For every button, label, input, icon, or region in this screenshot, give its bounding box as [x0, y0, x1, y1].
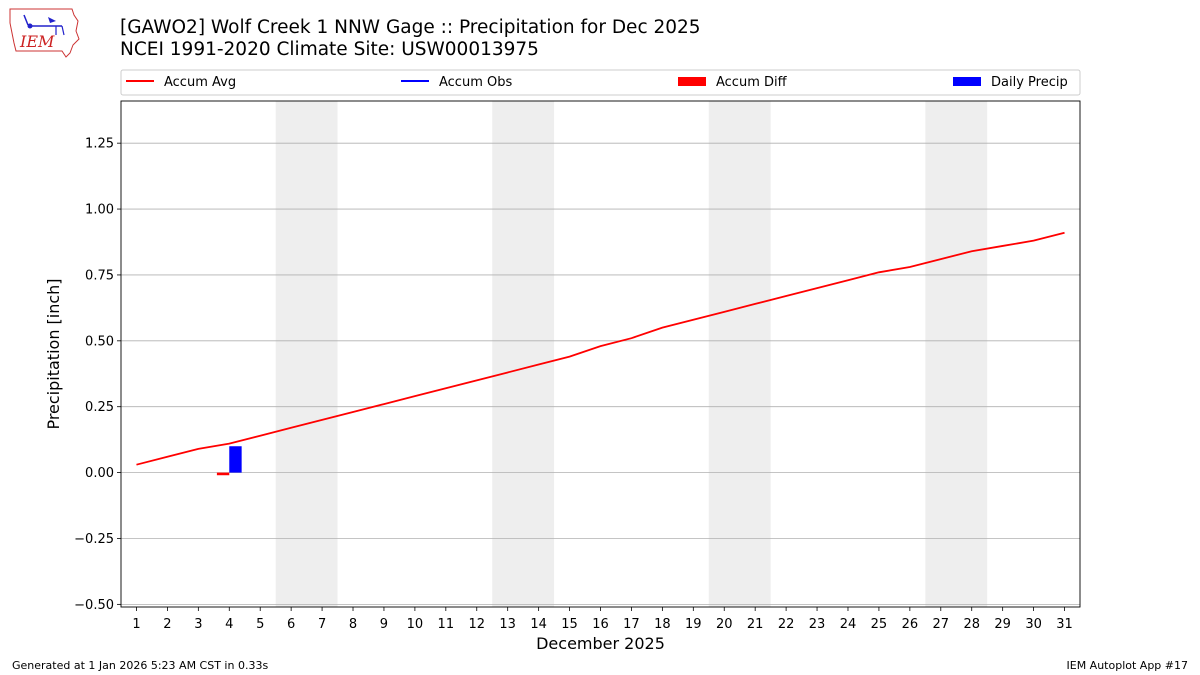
x-tick-label: 6 — [287, 617, 295, 632]
chart-subtitle: NCEI 1991-2020 Climate Site: USW00013975 — [120, 39, 539, 60]
x-tick-label: 13 — [499, 617, 516, 632]
x-tick-label: 11 — [438, 617, 455, 632]
x-axis-label: December 2025 — [536, 634, 665, 653]
legend-label: Accum Avg — [164, 75, 236, 90]
y-tick-label: 1.00 — [85, 203, 114, 218]
legend-swatch — [678, 77, 706, 86]
legend-box — [120, 69, 1081, 96]
weekend-shade — [925, 101, 988, 607]
x-tick-label: 20 — [716, 617, 733, 632]
legend-swatch — [953, 77, 981, 86]
x-tick-label: 9 — [380, 617, 388, 632]
x-tick-label: 18 — [654, 617, 671, 632]
x-tick-label: 19 — [685, 617, 702, 632]
x-tick-label: 3 — [194, 617, 202, 632]
series-line-accum-avg — [136, 231, 1065, 466]
y-tick-label: 0.00 — [85, 466, 114, 481]
y-tick-label: −0.25 — [74, 532, 114, 547]
x-tick-label: 1 — [132, 617, 140, 632]
weekend-shade — [275, 101, 338, 607]
iem-logo: IEM — [9, 8, 80, 58]
legend-label: Daily Precip — [991, 75, 1068, 90]
x-tick-label: 30 — [1025, 617, 1042, 632]
app-label: IEM Autoplot App #17 — [1066, 659, 1189, 672]
x-tick-label: 17 — [623, 617, 640, 632]
x-tick-label: 12 — [468, 617, 485, 632]
x-tick-label: 23 — [809, 617, 826, 632]
x-tick-label: 7 — [318, 617, 326, 632]
chart-title: [GAWO2] Wolf Creek 1 NNW Gage :: Precipi… — [120, 17, 701, 38]
x-tick-label: 8 — [349, 617, 357, 632]
x-tick-label: 28 — [963, 617, 980, 632]
bar-daily-precip — [229, 446, 242, 473]
x-tick-label: 24 — [840, 617, 857, 632]
legend-label: Accum Diff — [716, 75, 788, 90]
y-tick-label: −0.50 — [74, 598, 114, 613]
weekend-shade — [708, 101, 771, 607]
y-tick-label: 0.25 — [85, 400, 114, 415]
x-tick-label: 4 — [225, 617, 233, 632]
y-tick-label: 0.50 — [85, 334, 114, 349]
y-tick-label: 0.75 — [85, 268, 114, 283]
x-tick-label: 14 — [530, 617, 547, 632]
x-tick-label: 29 — [994, 617, 1011, 632]
x-tick-label: 15 — [561, 617, 578, 632]
x-tick-label: 2 — [163, 617, 171, 632]
bar-accum-diff — [216, 472, 230, 476]
y-tick-label: 1.25 — [85, 137, 114, 152]
plot-frame — [120, 100, 1081, 608]
iem-logo-text: IEM — [19, 32, 55, 51]
x-tick-label: 5 — [256, 617, 264, 632]
weekend-shade — [492, 101, 555, 607]
x-tick-label: 16 — [592, 617, 609, 632]
y-axis-label: Precipitation [inch] — [44, 278, 63, 429]
x-tick-label: 27 — [933, 617, 950, 632]
legend-label: Accum Obs — [439, 75, 512, 90]
x-tick-label: 10 — [407, 617, 424, 632]
x-tick-label: 21 — [747, 617, 764, 632]
x-tick-label: 25 — [871, 617, 888, 632]
x-tick-label: 22 — [778, 617, 795, 632]
generated-timestamp: Generated at 1 Jan 2026 5:23 AM CST in 0… — [12, 659, 269, 672]
x-tick-label: 31 — [1056, 617, 1073, 632]
iowa-state-outline — [9, 8, 80, 58]
x-tick-label: 26 — [902, 617, 919, 632]
